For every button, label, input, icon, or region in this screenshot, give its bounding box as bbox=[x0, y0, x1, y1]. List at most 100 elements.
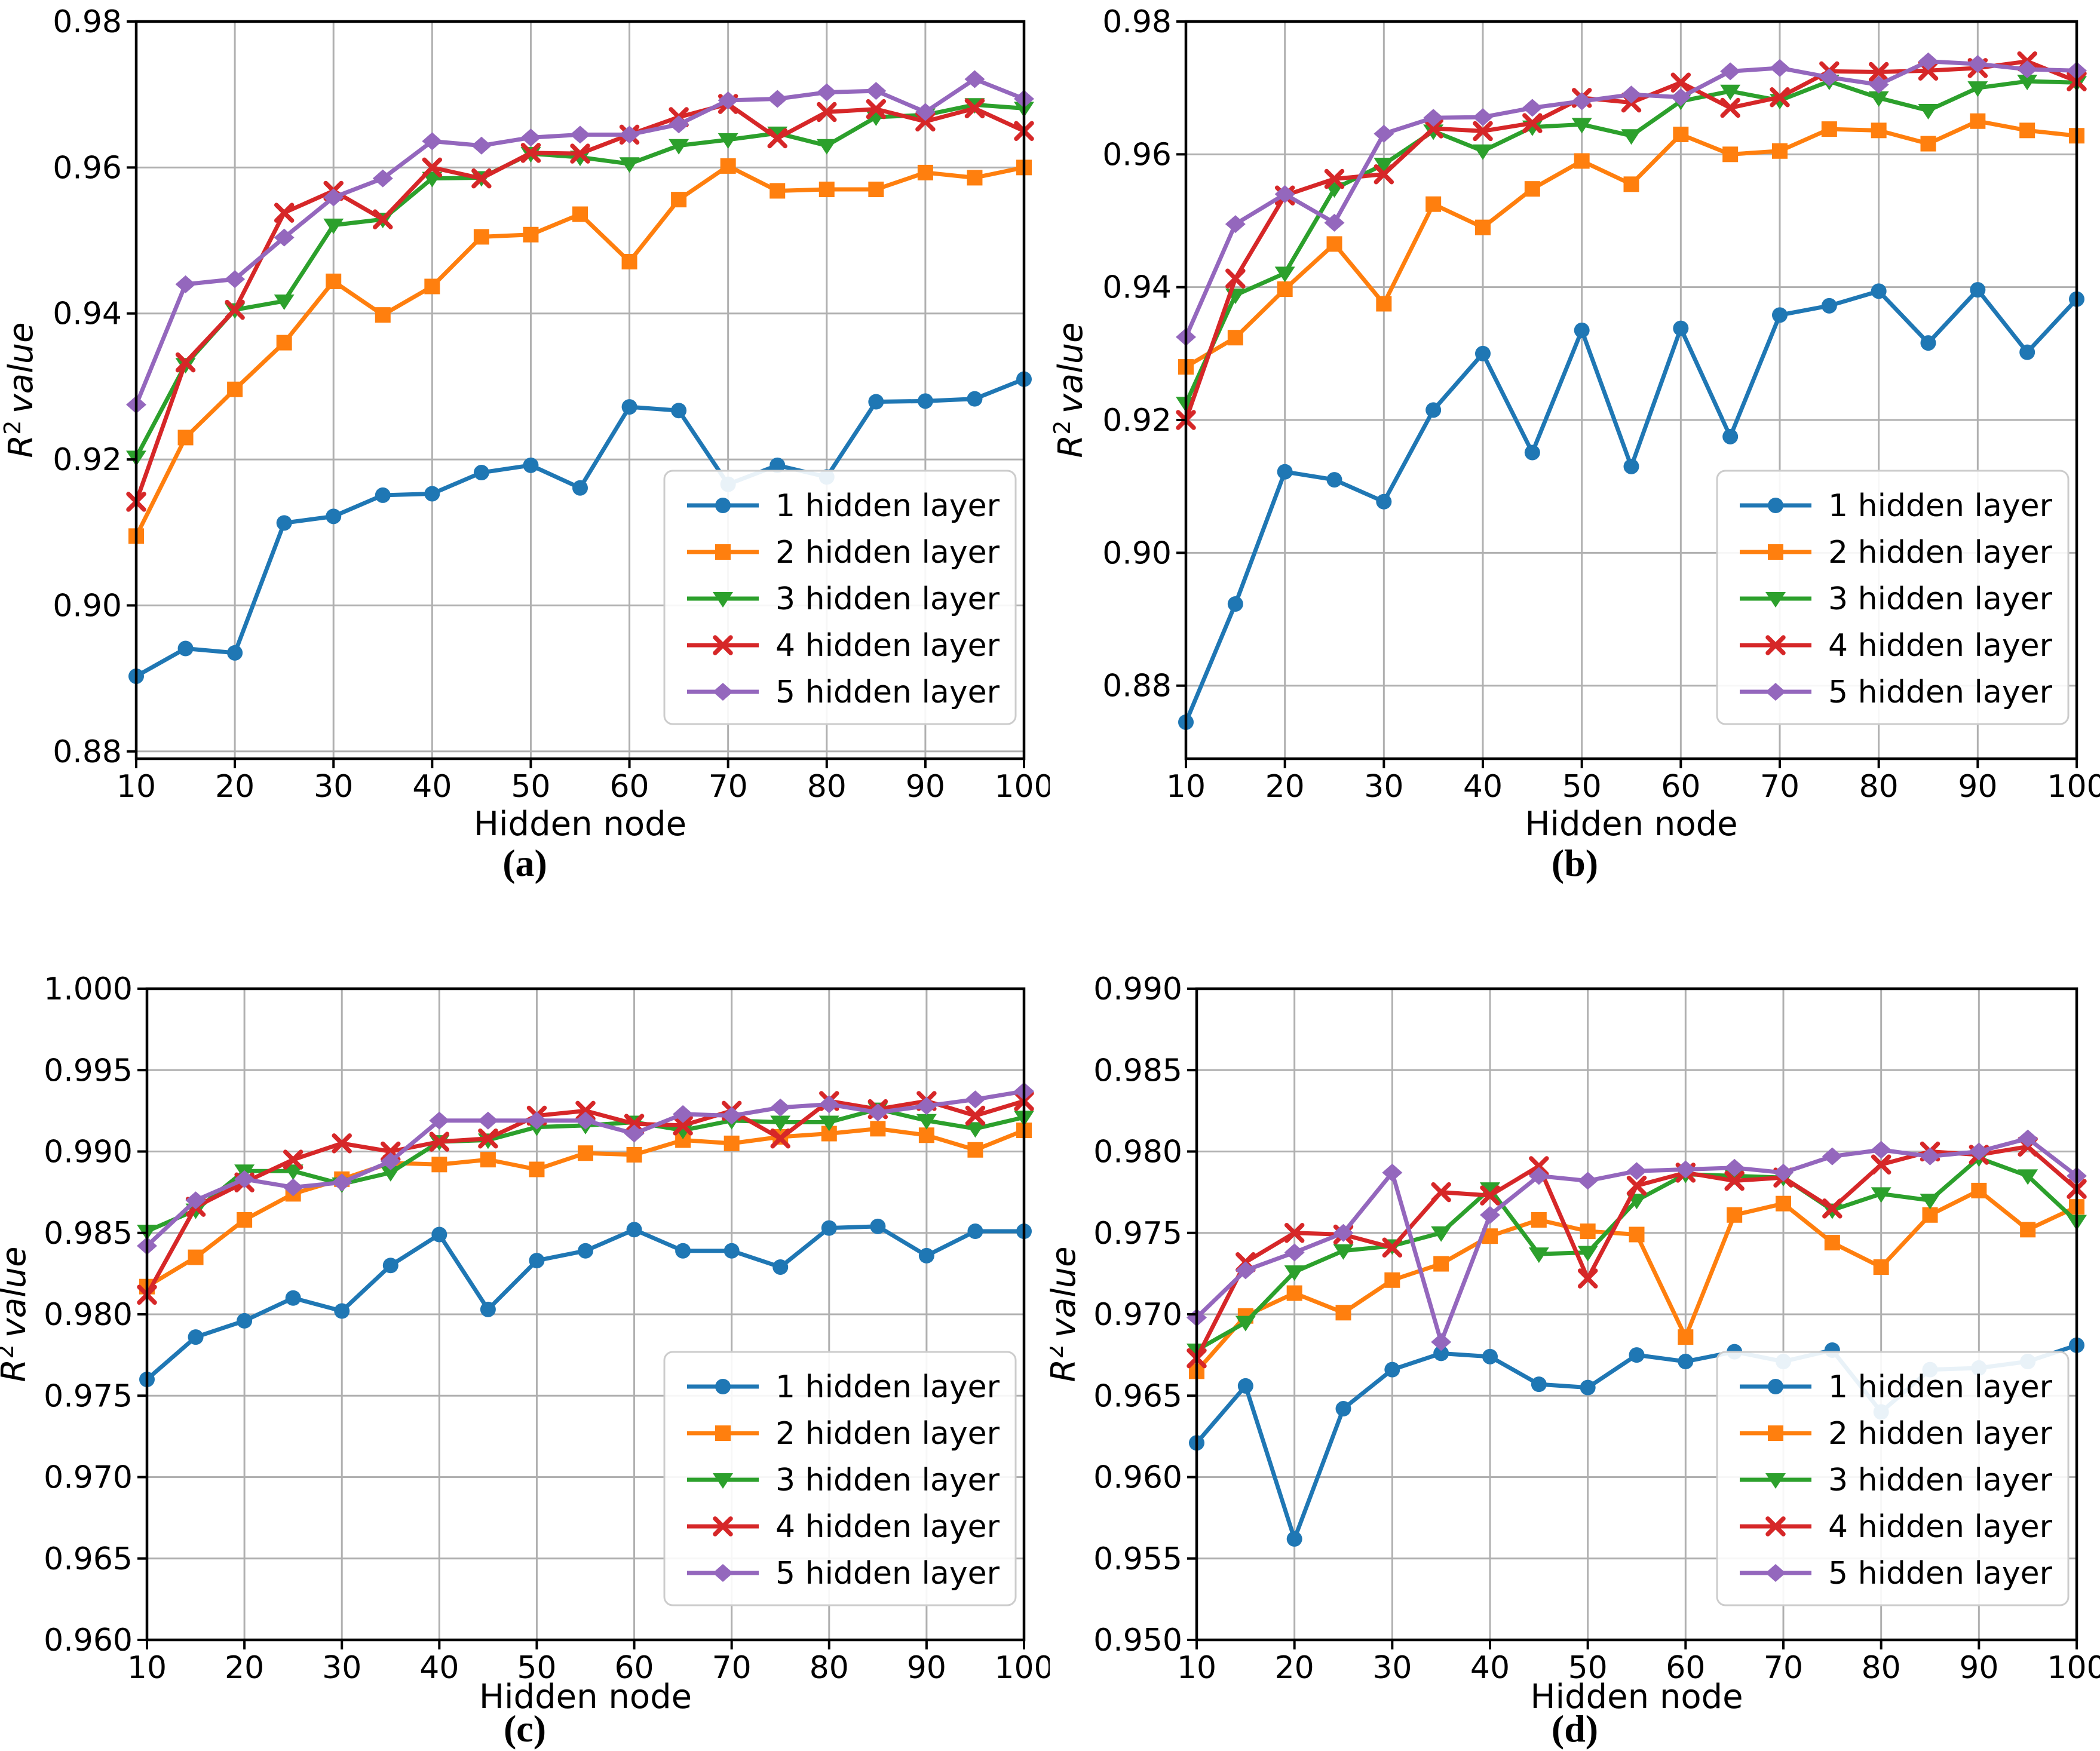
triangle-down-marker bbox=[1577, 1246, 1598, 1262]
x-marker bbox=[1626, 1175, 1647, 1196]
x-tick-label: 100 bbox=[994, 769, 1050, 805]
x-marker bbox=[817, 102, 837, 122]
y-tick-label: 0.88 bbox=[1102, 668, 1172, 704]
x-marker bbox=[965, 1105, 986, 1126]
circle-marker bbox=[1574, 322, 1590, 338]
triangle-down-marker bbox=[1431, 1226, 1452, 1242]
y-tick-label: 0.990 bbox=[44, 1134, 133, 1170]
diamond-marker bbox=[323, 188, 344, 207]
circle-marker bbox=[621, 399, 637, 415]
legend-entry-5-hidden-layer: 5 hidden layer bbox=[1740, 674, 2053, 710]
diamond-marker bbox=[380, 1152, 401, 1170]
square-marker bbox=[818, 182, 835, 198]
circle-marker bbox=[870, 1218, 886, 1234]
triangle-down-marker bbox=[818, 1115, 839, 1131]
diamond-marker bbox=[767, 90, 788, 108]
legend-entry-1-hidden-layer: 1 hidden layer bbox=[687, 488, 1000, 524]
triangle-down-marker bbox=[1868, 91, 1889, 107]
diamond-marker bbox=[818, 1095, 839, 1114]
diamond-marker bbox=[619, 125, 640, 144]
square-marker bbox=[918, 1127, 934, 1143]
circle-marker bbox=[529, 1253, 545, 1269]
square-marker bbox=[1971, 1182, 1987, 1198]
legend-label: 1 hidden layer bbox=[775, 1369, 1000, 1405]
circle-marker bbox=[276, 515, 292, 531]
square-marker bbox=[1531, 1212, 1547, 1228]
circle-marker bbox=[967, 391, 983, 407]
circle-marker bbox=[1227, 596, 1243, 612]
legend-label: 5 hidden layer bbox=[1828, 1556, 2053, 1591]
legend-entry-5-hidden-layer: 5 hidden layer bbox=[687, 674, 1000, 710]
diamond-marker bbox=[175, 275, 196, 293]
legend-label: 4 hidden layer bbox=[775, 1509, 1000, 1545]
y-tick-label: 0.92 bbox=[53, 442, 122, 478]
diamond-marker bbox=[964, 70, 985, 88]
x-tick-label: 90 bbox=[1959, 1650, 1998, 1686]
x-marker bbox=[964, 98, 985, 119]
legend-entry-3-hidden-layer: 3 hidden layer bbox=[1740, 1462, 2053, 1498]
legend-entry-4-hidden-layer: 4 hidden layer bbox=[1740, 628, 2053, 664]
circle-marker bbox=[480, 1301, 496, 1317]
x-marker bbox=[1374, 164, 1394, 185]
square-marker bbox=[1727, 1207, 1743, 1223]
x-marker bbox=[283, 1149, 303, 1170]
square-marker bbox=[227, 381, 243, 397]
diamond-marker bbox=[1967, 55, 1988, 73]
x-marker bbox=[1324, 168, 1345, 189]
chart-d-svg: 10 20 30 40 50 60 70 80 90 100 0.950 0.955 0.960 0.96… bbox=[1050, 971, 2100, 1716]
y-tick-label: 0.980 bbox=[44, 1297, 133, 1333]
x-tick-label: 40 bbox=[1470, 1650, 1510, 1686]
x-marker bbox=[1724, 1170, 1745, 1191]
legend-label: 2 hidden layer bbox=[1828, 535, 2053, 571]
x-marker bbox=[1431, 1182, 1451, 1203]
legend-x-marker bbox=[713, 1516, 733, 1537]
square-marker bbox=[720, 158, 736, 174]
legend-x-marker bbox=[713, 635, 733, 655]
circle-marker bbox=[723, 1243, 740, 1259]
circle-marker bbox=[1920, 335, 1936, 351]
circle-marker bbox=[967, 1223, 983, 1240]
circle-marker bbox=[227, 645, 243, 661]
legend-entry-2-hidden-layer: 2 hidden layer bbox=[1740, 535, 2053, 571]
x-tick-label: 30 bbox=[314, 769, 353, 805]
x-tick-label: 50 bbox=[511, 769, 550, 805]
circle-marker bbox=[821, 1220, 837, 1236]
diamond-marker bbox=[332, 1173, 352, 1192]
circle-marker bbox=[1772, 307, 1788, 323]
x-marker bbox=[624, 1114, 645, 1134]
diamond-marker bbox=[477, 1111, 498, 1130]
circle-marker bbox=[1871, 283, 1887, 299]
diamond-marker bbox=[1770, 59, 1790, 77]
circle-marker bbox=[1425, 402, 1442, 418]
legend-entry-3-hidden-layer: 3 hidden layer bbox=[1740, 581, 2053, 617]
legend: 1 hidden layer 2 hidden layer 3 hidden lay… bbox=[663, 470, 1017, 725]
diamond-marker bbox=[1918, 52, 1939, 70]
legend-diamond-marker bbox=[1765, 1564, 1786, 1582]
diamond-marker bbox=[916, 1097, 937, 1115]
square-marker bbox=[1433, 1256, 1449, 1272]
y-axis-label: R2 value bbox=[0, 1246, 33, 1382]
circle-marker bbox=[1277, 464, 1293, 480]
x-tick-label: 70 bbox=[1764, 1650, 1803, 1686]
x-tick-label: 50 bbox=[517, 1650, 556, 1686]
diamond-marker bbox=[1773, 1163, 1794, 1182]
diamond-marker bbox=[867, 1103, 888, 1122]
series-5-hidden-layer bbox=[1187, 1129, 2087, 1351]
diamond-marker bbox=[422, 132, 443, 151]
legend-label: 4 hidden layer bbox=[1828, 1509, 2053, 1545]
square-marker bbox=[1475, 219, 1491, 235]
legend-entry-5-hidden-layer: 5 hidden layer bbox=[1740, 1556, 2053, 1591]
tick-labels: 10 20 30 40 50 60 70 80 90 100 0.88 0.90 0.92 0.94 0.9… bbox=[53, 4, 1050, 805]
circle-marker bbox=[1433, 1345, 1449, 1361]
diamond-marker bbox=[2018, 1129, 2038, 1148]
y-tick-label: 0.90 bbox=[53, 588, 122, 624]
square-marker bbox=[870, 1121, 886, 1137]
tick-labels: 10 20 30 40 50 60 70 80 90 100 0.960 0.965 0.970 0.97… bbox=[44, 971, 1050, 1686]
x-marker bbox=[1822, 1198, 1843, 1219]
square-marker bbox=[1629, 1226, 1645, 1243]
diamond-marker bbox=[1822, 1147, 1843, 1166]
triangle-down-marker bbox=[619, 157, 640, 173]
diamond-marker bbox=[718, 91, 738, 109]
legend-label: 5 hidden layer bbox=[775, 674, 1000, 710]
x-tick-label: 40 bbox=[419, 1650, 459, 1686]
